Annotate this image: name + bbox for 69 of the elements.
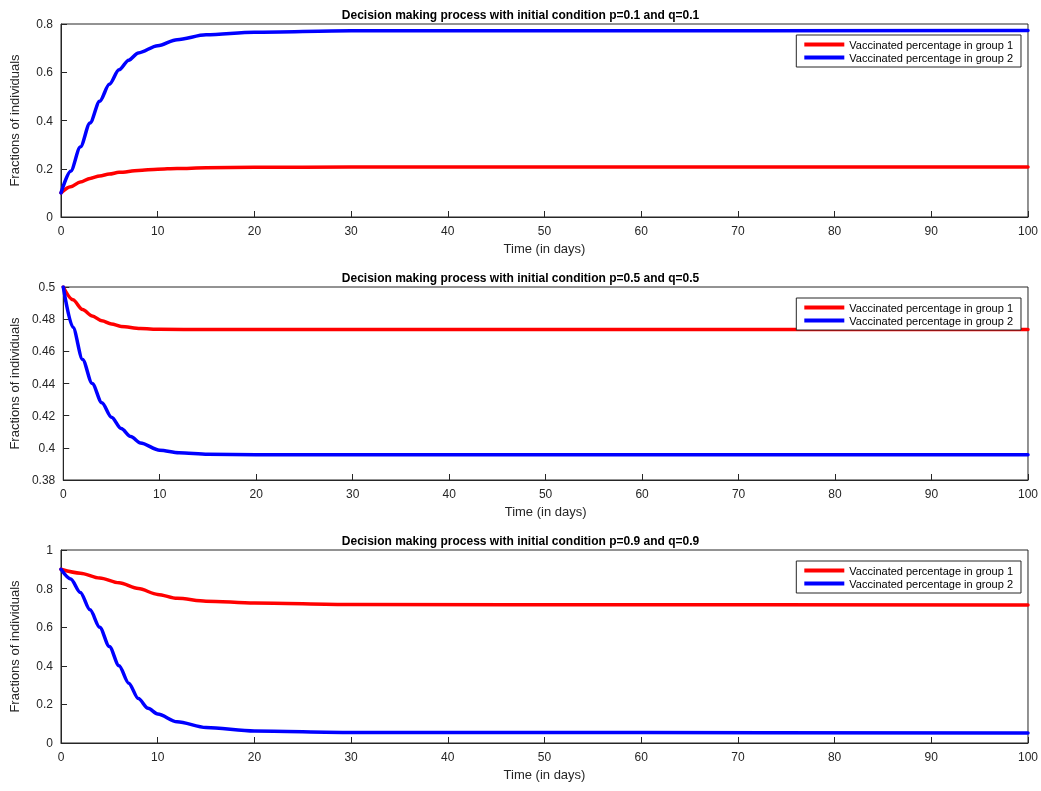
x-tick-label: 60 xyxy=(634,750,649,764)
x-tick-label: 0 xyxy=(57,224,65,238)
x-axis-title: Time (in days) xyxy=(503,766,586,782)
x-tick-label: 80 xyxy=(828,487,843,501)
y-tick-label: 0.5 xyxy=(38,280,56,294)
x-tick-label: 100 xyxy=(1017,750,1039,764)
y-tick-label: 0.48 xyxy=(31,312,56,327)
legend-label: Vaccinated percentage in group 1 xyxy=(849,564,1014,577)
y-tick-label: 0.42 xyxy=(31,408,56,423)
y-tick-label: 0.2 xyxy=(36,161,54,176)
x-tick-label: 100 xyxy=(1017,487,1039,501)
y-tick-label: 0.4 xyxy=(36,113,54,128)
y-tick-label: 0.46 xyxy=(31,344,56,359)
y-tick-label: 0.44 xyxy=(31,376,56,391)
line-series xyxy=(59,28,1030,195)
x-tick-label: 80 xyxy=(827,750,842,764)
x-tick-label: 40 xyxy=(441,224,455,238)
x-tick-label: 20 xyxy=(247,750,262,764)
y-axis-title: Fractions of individuals xyxy=(7,579,22,713)
x-tick-label: 100 xyxy=(1017,224,1039,238)
x-tick-label: 10 xyxy=(151,750,165,764)
x-tick-label: 30 xyxy=(344,750,359,764)
x-tick-label: 20 xyxy=(247,224,262,238)
x-tick-label: 30 xyxy=(344,224,359,238)
x-tick-label: 90 xyxy=(924,750,939,764)
x-tick-label: 40 xyxy=(441,750,455,764)
x-tick-label: 90 xyxy=(924,224,939,238)
x-tick-label: 50 xyxy=(537,224,552,238)
x-tick-label: 60 xyxy=(634,224,649,238)
x-axis-title: Time (in days) xyxy=(504,503,587,519)
y-tick-label: 0.6 xyxy=(36,620,54,635)
y-axis-title: Fractions of individuals xyxy=(7,316,22,450)
x-tick-label: 10 xyxy=(151,224,165,238)
x-tick-label: 0 xyxy=(59,487,67,501)
x-tick-label: 60 xyxy=(635,487,650,501)
x-tick-label: 0 xyxy=(57,750,65,764)
y-tick-label: 0 xyxy=(46,736,54,750)
legend-label: Vaccinated percentage in group 1 xyxy=(849,301,1014,314)
x-tick-label: 80 xyxy=(827,224,842,238)
x-tick-label: 30 xyxy=(346,487,360,501)
x-axis-title: Time (in days) xyxy=(503,240,586,256)
y-tick-label: 0.8 xyxy=(36,581,54,596)
legend-label: Vaccinated percentage in group 2 xyxy=(849,314,1014,327)
x-tick-label: 70 xyxy=(731,487,746,501)
legend-label: Vaccinated percentage in group 1 xyxy=(849,38,1014,51)
x-tick-label: 50 xyxy=(537,750,552,764)
y-tick-label: 0.2 xyxy=(36,697,54,712)
y-tick-label: 0.38 xyxy=(31,473,56,487)
y-tick-label: 0.6 xyxy=(36,65,54,80)
chart-title: Decision making process with initial condition p=0.9 and q=0.9 xyxy=(341,534,700,548)
x-tick-label: 10 xyxy=(153,487,167,501)
x-tick-label: 40 xyxy=(442,487,457,501)
chart-title: Decision making process with initial condition p=0.5 and q=0.5 xyxy=(341,271,700,285)
legend-label: Vaccinated percentage in group 2 xyxy=(849,577,1014,590)
x-tick-label: 70 xyxy=(731,750,745,764)
legend-label: Vaccinated percentage in group 2 xyxy=(849,51,1014,64)
x-tick-label: 70 xyxy=(731,224,745,238)
y-tick-label: 1 xyxy=(46,543,54,557)
y-tick-label: 0.4 xyxy=(36,658,54,673)
line-series xyxy=(59,567,1030,735)
y-tick-label: 0.4 xyxy=(38,440,56,455)
x-tick-label: 20 xyxy=(249,487,264,501)
x-tick-label: 90 xyxy=(924,487,939,501)
line-series xyxy=(61,285,1030,457)
y-tick-label: 0.8 xyxy=(36,17,54,31)
y-tick-label: 0 xyxy=(46,210,54,224)
chart-title: Decision making process with initial condition p=0.1 and q=0.1 xyxy=(341,8,700,22)
y-axis-title: Fractions of individuals xyxy=(7,53,22,187)
x-tick-label: 50 xyxy=(538,487,553,501)
